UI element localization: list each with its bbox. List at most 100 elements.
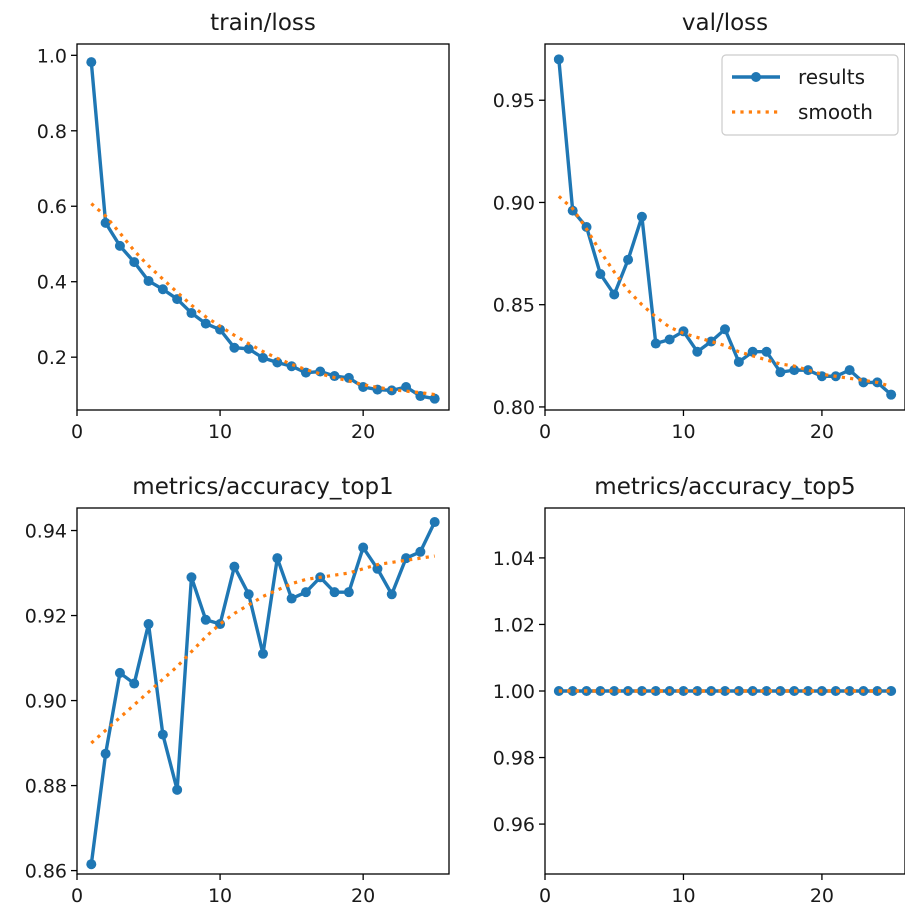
plot-area [553, 54, 897, 400]
series-line-smooth [90, 202, 435, 397]
data-point [720, 324, 730, 335]
legend-marker-results [751, 72, 761, 82]
data-point [200, 614, 211, 625]
data-point [372, 563, 383, 574]
data-point [553, 54, 564, 65]
data-point [761, 346, 772, 357]
data-point [129, 257, 140, 268]
x-tick-label: 0 [71, 885, 83, 907]
data-point [636, 686, 647, 696]
data-point [229, 342, 240, 353]
legend-label-smooth: smooth [798, 100, 873, 124]
x-tick-label: 10 [671, 421, 695, 443]
data-point [692, 346, 703, 357]
data-point [172, 784, 183, 795]
x-tick-label: 10 [208, 421, 232, 443]
chart-panel-2: val/loss 0 10 20 0.80 0.85 0.90 0.95 results smoo… [493, 10, 905, 443]
data-point [775, 367, 786, 378]
legend-label-results: results [798, 65, 865, 89]
data-point [844, 365, 855, 376]
data-point [609, 289, 620, 300]
data-point [386, 589, 397, 600]
series-line-smooth [557, 195, 892, 389]
y-tick-label: 1.0 [37, 45, 67, 67]
y-tick-label: 0.96 [493, 814, 535, 836]
data-point [567, 205, 578, 216]
data-point [86, 859, 97, 870]
data-point [678, 686, 689, 696]
plot-area [86, 57, 440, 404]
chart-panel-1: train/loss 0 10 20 0.2 0.4 0.6 0.8 1.0 [37, 10, 450, 443]
y-tick-label: 0.94 [25, 521, 67, 543]
data-point [215, 324, 226, 335]
data-point [803, 365, 814, 376]
data-point [650, 686, 661, 696]
data-point [581, 222, 592, 232]
y-tick-label: 0.98 [493, 748, 535, 770]
data-point [886, 686, 897, 696]
data-point [286, 361, 297, 372]
y-tick-label: 0.4 [37, 272, 67, 294]
y-tick-label: 0.88 [25, 776, 67, 798]
data-point [609, 686, 620, 696]
data-point [650, 338, 661, 349]
y-tick-label: 0.86 [25, 861, 67, 883]
data-point [636, 211, 647, 222]
y-tick-label: 0.6 [37, 196, 67, 218]
data-point [761, 686, 772, 696]
data-point [258, 648, 268, 659]
data-point [553, 686, 564, 696]
axes-frame [76, 507, 450, 875]
data-point [401, 381, 412, 392]
data-point [429, 393, 440, 404]
data-point [86, 57, 97, 68]
data-point [243, 589, 254, 600]
chart-title: train/loss [210, 10, 316, 36]
series-line-results [89, 61, 435, 401]
x-tick-label: 20 [351, 421, 375, 443]
data-point [272, 357, 283, 368]
x-tick-label: 10 [208, 885, 232, 907]
chart-title: metrics/accuracy_top5 [594, 474, 855, 500]
x-tick-label: 20 [351, 885, 375, 907]
data-point [803, 686, 814, 696]
series-line-smooth [90, 554, 435, 745]
x-tick-label: 0 [539, 885, 551, 907]
data-point [844, 686, 855, 696]
data-point [329, 587, 340, 598]
y-tick-label: 0.90 [493, 192, 535, 214]
data-point [186, 308, 197, 319]
data-point [100, 217, 111, 228]
y-tick-label: 0.92 [25, 606, 67, 628]
data-point [830, 686, 841, 696]
data-point [143, 275, 154, 286]
data-point [343, 587, 354, 598]
x-tick-label: 20 [810, 885, 834, 907]
data-point [733, 356, 744, 367]
series-line-results [89, 521, 437, 865]
data-point [200, 318, 211, 329]
data-point [872, 686, 883, 696]
data-point [706, 336, 717, 347]
data-point [300, 587, 311, 598]
axes-frame [544, 43, 905, 411]
y-tick-label: 0.95 [493, 90, 535, 112]
data-point [186, 572, 197, 583]
y-tick-label: 1.04 [493, 548, 535, 570]
axes-frame [76, 43, 450, 411]
x-tick-label: 10 [671, 885, 695, 907]
legend: results smooth [721, 54, 899, 136]
plot-area [553, 686, 897, 696]
data-point [720, 686, 730, 696]
data-point [678, 326, 689, 337]
y-tick-label: 0.85 [493, 295, 535, 317]
data-point [114, 240, 125, 251]
data-point [567, 686, 578, 696]
data-point [358, 542, 369, 553]
data-point [747, 346, 758, 357]
data-point [272, 553, 283, 564]
legend-box [721, 54, 899, 136]
y-tick-label: 0.2 [37, 347, 67, 369]
data-point [415, 546, 426, 557]
data-point [157, 284, 168, 295]
